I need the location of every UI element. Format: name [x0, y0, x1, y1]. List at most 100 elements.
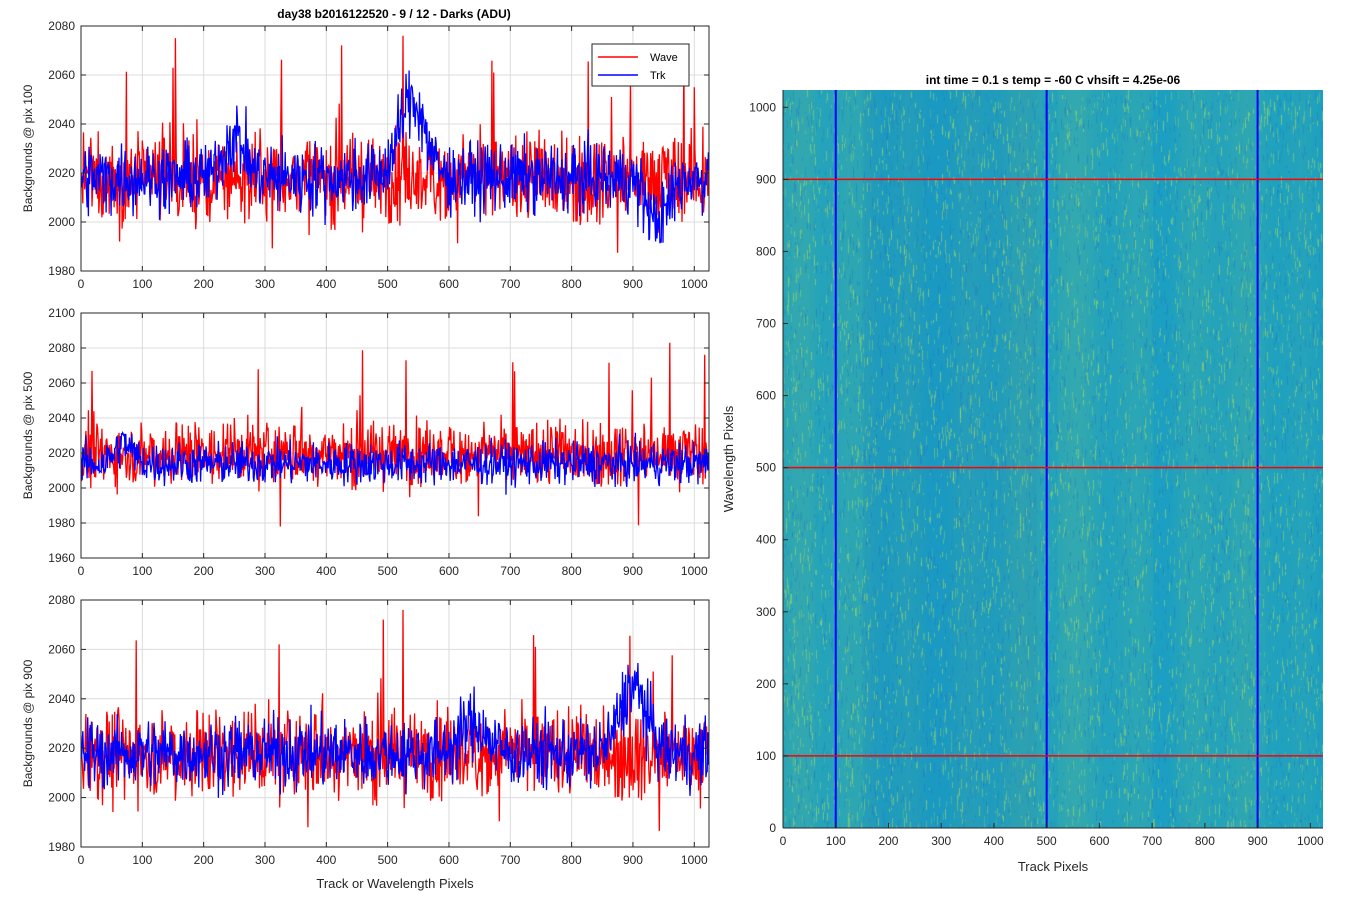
y-tick-label: 2040	[48, 117, 75, 131]
x-tick-label: 800	[562, 277, 582, 291]
x-tick-label: 1000	[681, 564, 708, 578]
x-tick-label: 1000	[681, 853, 708, 867]
y-tick-label: 2000	[48, 215, 75, 229]
x-tick-label: 0	[78, 277, 85, 291]
x-tick-label: 800	[562, 853, 582, 867]
y-tick-label: 2020	[48, 166, 75, 180]
y-tick-label: 800	[756, 244, 776, 258]
line-chart-1: 0 100 200 300 400 500 600 700 800 900 1000 1980 2000…	[21, 19, 710, 291]
x-tick-label: 200	[194, 853, 214, 867]
y-tick-label: 2080	[48, 19, 75, 33]
x-tick-label: 100	[132, 564, 152, 578]
legend: Wave Trk	[591, 43, 690, 87]
x-tick-label: 700	[500, 853, 520, 867]
y-tick-label: 900	[756, 172, 776, 186]
y-tick-label: 2020	[48, 446, 75, 460]
y-tick-label: 600	[756, 389, 776, 403]
x-tick-label: 100	[826, 834, 846, 848]
y-axis-label: Backgrounds @ pix 500	[21, 371, 35, 499]
series-line-trk	[81, 662, 709, 798]
y-tick-label: 1000	[749, 100, 776, 114]
x-tick-label: 1000	[681, 277, 708, 291]
y-tick-label: 2100	[48, 306, 75, 320]
x-axis-label: Track Pixels	[1018, 859, 1089, 874]
x-tick-label: 700	[500, 564, 520, 578]
x-tick-label: 400	[984, 834, 1004, 848]
y-tick-label: 2000	[48, 791, 75, 805]
x-tick-label: 200	[194, 564, 214, 578]
axes-box	[80, 599, 710, 848]
heatmap-image	[783, 90, 1323, 828]
legend-label-trk: Trk	[650, 70, 666, 82]
x-tick-label: 100	[132, 277, 152, 291]
y-axis-label: Backgrounds @ pix 100	[21, 84, 35, 212]
x-tick-label: 400	[316, 853, 336, 867]
x-tick-label: 400	[316, 564, 336, 578]
x-tick-label: 600	[439, 564, 459, 578]
x-tick-label: 200	[878, 834, 898, 848]
x-tick-label: 900	[623, 564, 643, 578]
y-tick-label: 2080	[48, 593, 75, 607]
x-tick-label: 200	[194, 277, 214, 291]
heatmap-chart: int time = 0.1 s temp = -60 C vhsift = 4…	[721, 73, 1324, 874]
x-tick-label: 1000	[1297, 834, 1324, 848]
x-tick-label: 700	[500, 277, 520, 291]
legend-box	[591, 43, 690, 87]
y-tick-label: 2060	[48, 376, 75, 390]
y-tick-label: 2060	[48, 642, 75, 656]
line-chart-3: 0 100 200 300 400 500 600 700 800 900 1000 1980 2000…	[21, 593, 710, 891]
legend-label-wave: Wave	[650, 52, 678, 64]
y-axis-label: Wavelength Pixels	[721, 405, 736, 512]
y-tick-label: 300	[756, 605, 776, 619]
y-tick-label: 2080	[48, 341, 75, 355]
x-tick-label: 300	[931, 834, 951, 848]
x-tick-label: 300	[255, 277, 275, 291]
x-tick-label: 0	[780, 834, 787, 848]
x-tick-label: 700	[1142, 834, 1162, 848]
y-tick-label: 2060	[48, 68, 75, 82]
x-tick-label: 500	[378, 853, 398, 867]
x-tick-label: 300	[255, 853, 275, 867]
axes-box	[80, 312, 710, 559]
x-tick-label: 300	[255, 564, 275, 578]
x-tick-label: 600	[439, 277, 459, 291]
x-tick-label: 600	[1089, 834, 1109, 848]
y-tick-label: 2040	[48, 692, 75, 706]
y-tick-label: 1980	[48, 264, 75, 278]
x-tick-label: 500	[378, 277, 398, 291]
y-tick-label: 500	[756, 461, 776, 475]
y-tick-label: 2000	[48, 481, 75, 495]
y-axis-label: Backgrounds @ pix 900	[21, 659, 35, 787]
x-tick-label: 800	[562, 564, 582, 578]
series-line-wave	[81, 609, 709, 831]
y-tick-label: 100	[756, 749, 776, 763]
y-tick-label: 2020	[48, 741, 75, 755]
y-tick-label: 1960	[48, 551, 75, 565]
y-tick-label: 1980	[48, 516, 75, 530]
heatmap-title: int time = 0.1 s temp = -60 C vhsift = 4…	[926, 73, 1181, 87]
line-chart-2: 0 100 200 300 400 500 600 700 800 900 1000 1960 1980…	[21, 306, 710, 578]
x-tick-label: 400	[316, 277, 336, 291]
figure-title: day38 b2016122520 - 9 / 12 - Darks (ADU)	[277, 7, 510, 21]
y-tick-label: 1980	[48, 840, 75, 854]
x-tick-label: 500	[378, 564, 398, 578]
series-line-wave	[81, 342, 709, 527]
x-tick-label: 500	[1037, 834, 1057, 848]
x-axis-label: Track or Wavelength Pixels	[316, 876, 474, 891]
x-tick-label: 0	[78, 853, 85, 867]
series-line-trk	[81, 70, 709, 244]
x-tick-label: 800	[1195, 834, 1215, 848]
series-line-trk	[81, 430, 709, 495]
x-tick-label: 100	[132, 853, 152, 867]
y-tick-label: 0	[769, 821, 776, 835]
x-tick-label: 900	[623, 277, 643, 291]
y-tick-label: 2040	[48, 411, 75, 425]
y-tick-label: 400	[756, 533, 776, 547]
x-tick-label: 900	[623, 853, 643, 867]
y-tick-label: 200	[756, 677, 776, 691]
x-tick-label: 600	[439, 853, 459, 867]
x-tick-label: 0	[78, 564, 85, 578]
x-tick-label: 900	[1248, 834, 1268, 848]
axes-box	[80, 25, 710, 272]
